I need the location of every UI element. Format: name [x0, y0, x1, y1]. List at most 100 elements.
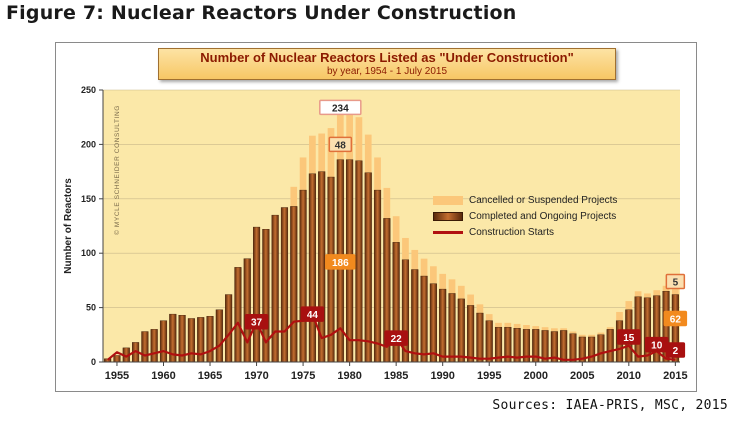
- bar-cancelled-1979: [336, 107, 344, 160]
- legend-swatch-starts: [433, 230, 463, 234]
- bar-cancelled-1993: [467, 294, 474, 306]
- annotation-box-22: [384, 330, 408, 346]
- bar-cancelled-2012: [644, 293, 651, 298]
- bar-completed-1965: [206, 316, 214, 363]
- data-label-234: 234: [332, 103, 349, 114]
- bar-cancelled-2013: [653, 290, 661, 296]
- bar-cancelled-1991: [448, 279, 456, 294]
- bar-completed-1993: [467, 305, 475, 363]
- bar-cancelled-1974: [290, 186, 298, 207]
- y-axis-label: Number of Reactors: [63, 178, 74, 274]
- chart-title-box: Number of Nuclear Reactors Listed as "Un…: [158, 48, 616, 80]
- chart-subtitle: by year, 1954 - 1 July 2015: [326, 66, 448, 77]
- bar-completed-2012: [643, 297, 651, 363]
- data-label-37: 37: [251, 318, 263, 329]
- bar-cancelled-1987: [411, 249, 419, 270]
- legend-label-starts: Construction Starts: [469, 226, 555, 238]
- x-tick-label: 2000: [524, 370, 548, 382]
- bar-completed-1968: [234, 267, 242, 363]
- data-label-5: 5: [673, 277, 679, 288]
- bar-completed-1989: [429, 283, 437, 363]
- annotation-box-234: [319, 99, 362, 116]
- plot-area: [103, 90, 680, 362]
- bar-cancelled-1975: [299, 157, 307, 191]
- data-label-22: 22: [391, 334, 403, 345]
- y-tick-label: 50: [86, 303, 96, 313]
- x-tick-label: 1970: [244, 370, 268, 382]
- bar-cancelled-1989: [430, 266, 437, 284]
- data-label-10: 10: [651, 341, 663, 352]
- bar-completed-1958: [141, 331, 149, 363]
- annotation-box-15: [617, 329, 641, 345]
- x-tick-label: 1980: [337, 370, 361, 382]
- bar-completed-1994: [476, 312, 484, 363]
- bar-completed-1983: [373, 189, 382, 363]
- legend-item-starts: Construction Starts: [433, 224, 617, 240]
- bar-completed-1963: [187, 318, 195, 363]
- bar-completed-2007: [597, 334, 605, 363]
- x-tick-label: 1995: [477, 370, 501, 382]
- bar-completed-1991: [448, 293, 456, 363]
- x-tick-label: 2015: [663, 370, 687, 382]
- bar-cancelled-2009: [616, 311, 623, 321]
- bar-cancelled-1994: [476, 304, 484, 314]
- bar-cancelled-1998: [513, 323, 521, 329]
- bar-completed-1969: [243, 258, 251, 363]
- x-tick-label: 2005: [570, 370, 594, 382]
- bar-completed-1995: [485, 320, 493, 363]
- data-label-15: 15: [623, 333, 635, 344]
- x-tick-label: 1955: [105, 370, 129, 382]
- bar-completed-1960: [159, 320, 168, 363]
- annotation-box-62: [663, 310, 688, 327]
- bar-cancelled-1986: [402, 237, 409, 260]
- bar-cancelled-1982: [364, 134, 372, 173]
- bar-cancelled-1981: [355, 117, 363, 161]
- bar-completed-2004: [569, 333, 577, 363]
- bar-cancelled-2010: [625, 301, 633, 310]
- bar-cancelled-2001: [541, 327, 549, 331]
- bar-completed-1987: [411, 269, 419, 363]
- bar-completed-1973: [280, 207, 289, 363]
- x-tick-label: 1960: [151, 370, 175, 382]
- data-label-2: 2: [673, 346, 679, 357]
- bar-completed-1970: [253, 226, 261, 363]
- bar-completed-1988: [420, 275, 428, 363]
- bar-cancelled-1997: [504, 322, 512, 328]
- bar-cancelled-1999: [523, 325, 530, 330]
- bar-completed-1992: [457, 298, 465, 363]
- annotation-box-2: [665, 342, 686, 358]
- bar-cancelled-2006: [588, 334, 595, 337]
- data-label-62: 62: [670, 314, 682, 325]
- bar-completed-1955: [113, 355, 121, 363]
- bar-completed-1990: [439, 288, 447, 363]
- chart-legend: Cancelled or Suspended Projects Complete…: [433, 192, 617, 240]
- annotation-box-44: [300, 306, 325, 322]
- bar-completed-1981: [355, 160, 363, 363]
- bar-cancelled-1984: [383, 187, 391, 219]
- bar-completed-1982: [364, 172, 372, 363]
- bar-cancelled-1988: [420, 258, 428, 277]
- legend-swatch-cancelled: [433, 195, 463, 205]
- bar-cancelled-1992: [457, 285, 465, 299]
- annotation-box-48: [328, 136, 353, 153]
- data-label-186: 186: [332, 258, 349, 269]
- y-tick-label: 200: [81, 139, 96, 149]
- bar-completed-1975: [299, 189, 307, 363]
- y-tick-label: 250: [81, 85, 96, 95]
- legend-label-cancelled: Cancelled or Suspended Projects: [469, 194, 618, 206]
- bar-cancelled-1985: [392, 216, 400, 243]
- annotation-box-5: [665, 273, 686, 290]
- bar-cancelled-2003: [560, 328, 568, 331]
- bar-completed-2008: [606, 329, 614, 363]
- annotation-box-186: [325, 254, 356, 270]
- bar-cancelled-1996: [495, 322, 502, 328]
- bar-cancelled-2007: [597, 332, 605, 335]
- bar-completed-1966: [215, 309, 223, 363]
- bar-cancelled-1983: [374, 157, 381, 191]
- bar-completed-1976: [308, 173, 316, 363]
- bar-completed-1972: [271, 214, 279, 363]
- bar-cancelled-2015: [671, 289, 679, 295]
- bar-cancelled-1976: [309, 135, 316, 174]
- annotation-box-37: [244, 313, 269, 330]
